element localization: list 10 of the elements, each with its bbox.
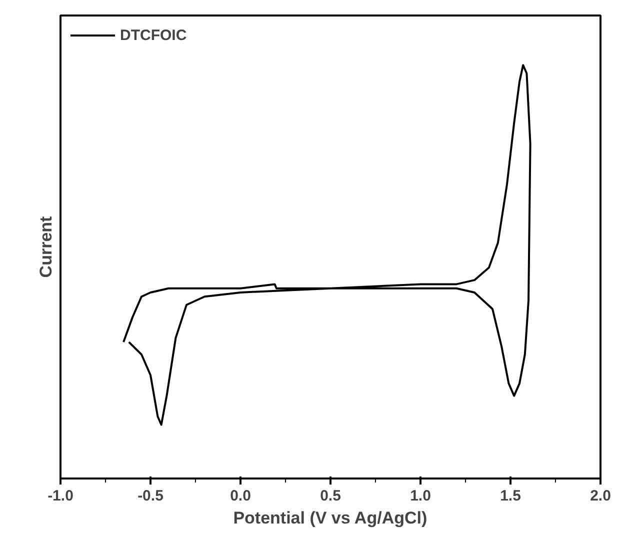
x-tick-label: -0.5 xyxy=(138,488,164,504)
x-tick-label: 2.0 xyxy=(590,488,611,504)
x-tick-label: -1.0 xyxy=(48,488,74,504)
x-tick-label: 0.0 xyxy=(230,488,251,504)
x-tick-label: 1.0 xyxy=(410,488,431,504)
x-axis-title: Potential (V vs Ag/AgCl) xyxy=(233,508,428,528)
x-tick-label: 1.5 xyxy=(500,488,521,504)
y-axis-title: Current xyxy=(36,216,56,278)
legend-label: DTCFOIC xyxy=(120,26,187,44)
x-tick-label: 0.5 xyxy=(320,488,341,504)
